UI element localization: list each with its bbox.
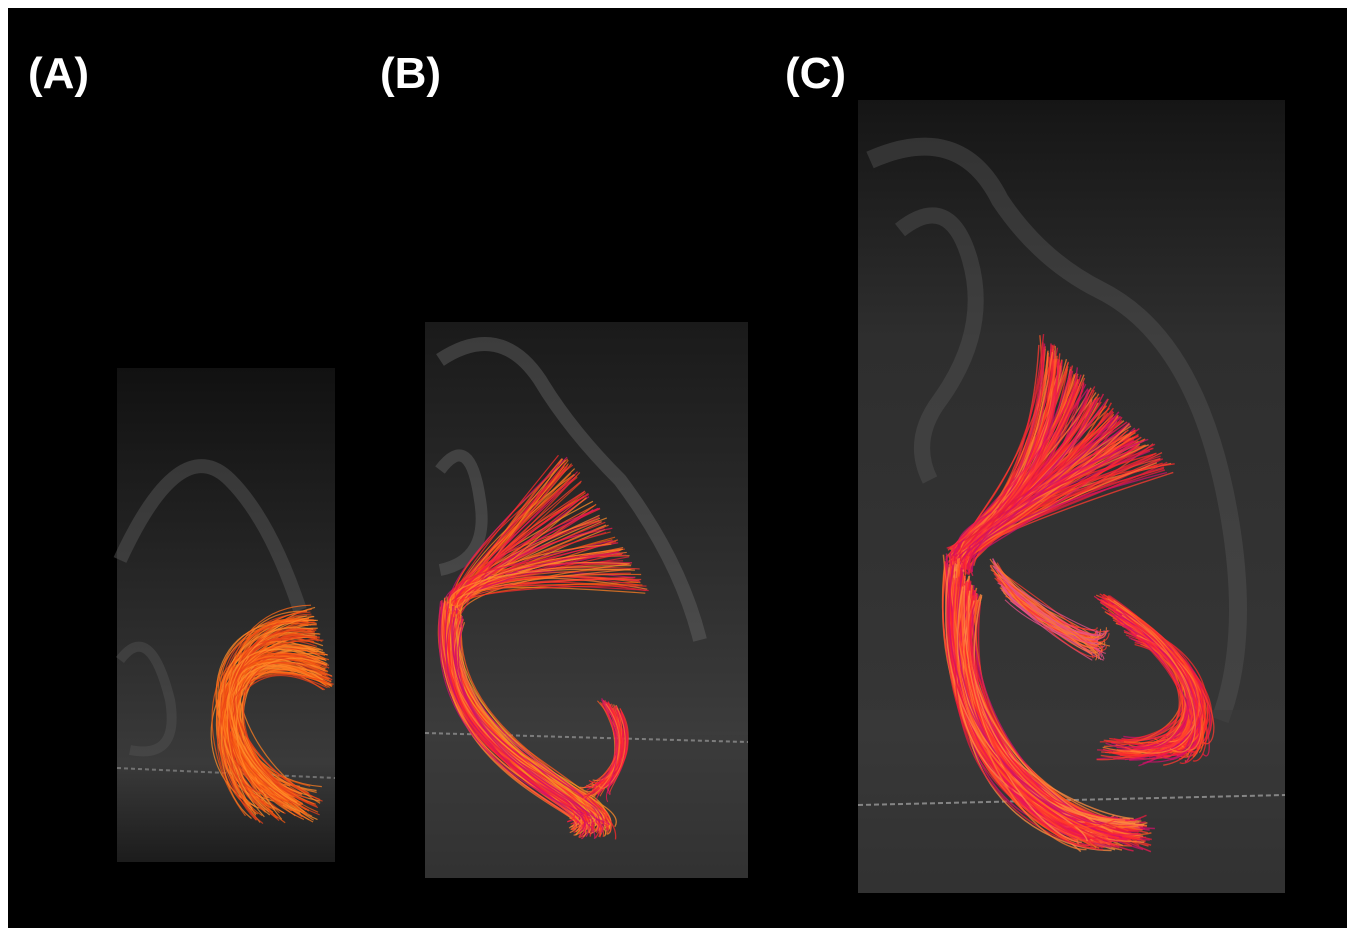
plane [858, 710, 1285, 893]
figure: (A) (B) (C) [0, 0, 1355, 938]
page: (A) (B) (C) (() => { const data = JSON.p… [0, 0, 1355, 938]
panel-label: (B) [380, 49, 441, 98]
panel-label: (A) [28, 49, 89, 98]
panel-label: (C) [785, 49, 846, 98]
